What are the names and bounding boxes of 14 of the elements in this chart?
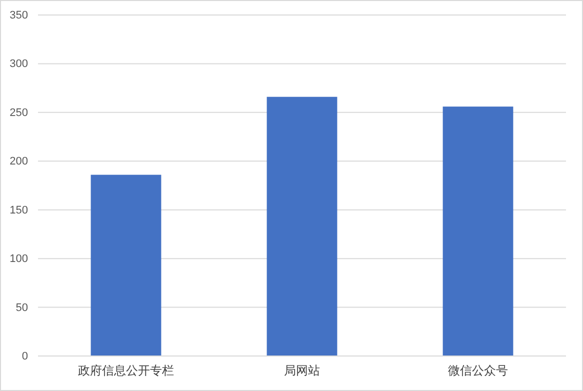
y-tick-label: 250 (10, 106, 28, 119)
bar (90, 174, 162, 356)
y-tick-label: 100 (10, 253, 28, 266)
y-tick-label: 200 (10, 156, 28, 168)
bar (442, 106, 514, 356)
x-tick-label: 微信公众号 (448, 364, 508, 378)
y-tick-label: 150 (10, 204, 28, 216)
y-tick-label: 300 (10, 58, 28, 70)
x-tick-label: 政府信息公开专栏 (78, 364, 174, 378)
y-tick-label: 350 (10, 10, 28, 22)
bar (266, 96, 338, 356)
y-tick-label: 50 (16, 302, 28, 314)
x-tick-label: 局网站 (284, 364, 320, 378)
y-tick-label: 0 (22, 350, 28, 363)
